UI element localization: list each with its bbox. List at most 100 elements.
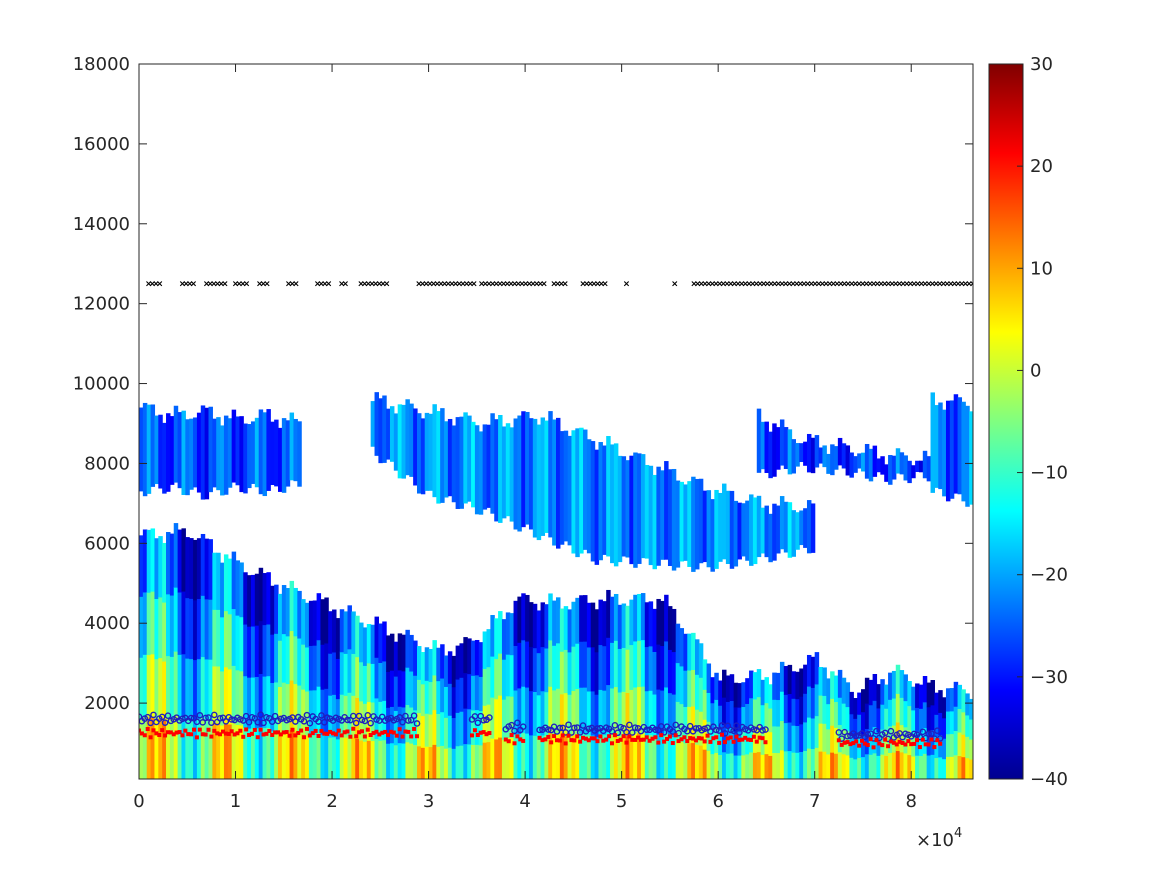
heatmap-cell — [868, 729, 874, 755]
heatmap-cell — [220, 670, 225, 726]
heatmap-cell — [702, 490, 708, 563]
marker-x — [222, 281, 228, 287]
heatmap-cell — [745, 500, 750, 561]
heatmap-cell — [436, 411, 441, 504]
heatmap-cell — [447, 651, 453, 684]
heatmap-cell — [370, 401, 376, 447]
heatmap-cell — [166, 532, 171, 595]
marker-circle — [205, 714, 212, 721]
heatmap-cell — [590, 734, 596, 779]
heatmap-cell — [490, 615, 495, 657]
heatmap-cell — [335, 738, 341, 779]
heatmap-cell — [768, 731, 773, 756]
heatmap-cell — [270, 634, 275, 683]
heatmap-cell — [776, 699, 781, 727]
heatmap-cell — [679, 703, 685, 742]
heatmap-cell — [513, 734, 518, 779]
heatmap-cell — [316, 732, 322, 779]
marker-circle — [707, 728, 714, 735]
heatmap-cell — [637, 686, 642, 734]
heatmap-cell — [382, 395, 387, 463]
heatmap-cell — [938, 756, 943, 779]
heatmap-cell — [544, 735, 549, 779]
heatmap-cell — [675, 662, 681, 702]
heatmap-cell — [849, 713, 854, 737]
heatmap-cell — [471, 709, 476, 746]
heatmap-cell — [544, 691, 549, 736]
marker-square — [877, 741, 882, 746]
heatmap-cell — [679, 481, 685, 562]
heatmap-cell — [177, 716, 183, 779]
heatmap-cell — [552, 689, 557, 735]
heatmap-cell — [285, 731, 291, 779]
marker-circle — [364, 711, 372, 719]
heatmap-cell — [297, 590, 302, 639]
heatmap-cell — [513, 418, 518, 530]
marker-circle — [399, 718, 406, 726]
heatmap-cell — [926, 706, 932, 732]
heatmap-cell — [586, 646, 592, 692]
marker-circle — [669, 728, 677, 735]
heatmap-cell — [200, 656, 206, 719]
marker-circle — [242, 712, 250, 720]
heatmap-cell — [714, 752, 719, 779]
heatmap-cell — [440, 408, 445, 503]
heatmap-cell — [895, 721, 901, 752]
heatmap-cell — [432, 640, 437, 676]
heatmap-cell — [567, 651, 573, 695]
heatmap-cell — [250, 625, 256, 678]
heatmap-cell — [274, 419, 279, 487]
heatmap-cell — [938, 734, 943, 758]
heatmap-cell — [787, 502, 793, 558]
marker-square — [859, 738, 864, 743]
heatmap-cell — [444, 421, 449, 498]
heatmap-cell — [243, 572, 248, 625]
colorbar-tick-label: 10 — [1030, 258, 1053, 279]
heatmap-cell — [413, 640, 418, 676]
heatmap-cell — [671, 736, 677, 779]
heatmap-cell — [494, 658, 499, 700]
heatmap-cell — [841, 703, 847, 729]
heatmap-cell — [532, 735, 538, 779]
heatmap-cell — [644, 690, 650, 736]
heatmap-cell — [822, 667, 827, 696]
heatmap-cell — [189, 718, 194, 779]
heatmap-cell — [146, 716, 152, 779]
heatmap-cell — [776, 752, 781, 779]
heatmap-cell — [899, 751, 905, 779]
heatmap-cell — [945, 688, 951, 712]
marker-square — [220, 729, 225, 734]
heatmap-cell — [760, 729, 766, 755]
heatmap-cell — [683, 706, 688, 744]
heatmap-cell — [239, 724, 244, 779]
heatmap-cell — [834, 675, 839, 703]
heatmap-cell — [868, 448, 874, 482]
heatmap-cell — [837, 669, 843, 698]
heatmap-cell — [231, 608, 237, 666]
heatmap-cell — [223, 610, 229, 668]
heatmap-cell — [691, 705, 696, 744]
heatmap-cell — [312, 689, 318, 735]
heatmap-cell — [583, 641, 588, 688]
heatmap-cell — [961, 711, 966, 735]
heatmap-cell — [243, 675, 248, 728]
heatmap-cell — [208, 719, 213, 779]
heatmap-cell — [733, 706, 739, 732]
heatmap-cell — [389, 706, 395, 744]
heatmap-cell — [579, 595, 584, 642]
heatmap-cell — [301, 644, 306, 690]
heatmap-cell — [876, 458, 881, 473]
heatmap-cell — [725, 675, 731, 702]
heatmap-cell — [490, 413, 495, 514]
heatmap-cell — [930, 729, 935, 755]
heatmap-cell — [324, 733, 329, 779]
heatmap-cell — [733, 500, 739, 567]
marker-square — [270, 732, 275, 737]
heatmap-cell — [328, 611, 333, 654]
heatmap-cell — [725, 490, 731, 565]
heatmap-cell — [517, 642, 522, 689]
heatmap-cell — [625, 735, 630, 779]
heatmap-cell — [911, 709, 916, 734]
marker-circle — [844, 732, 851, 740]
marker-square — [641, 737, 646, 742]
